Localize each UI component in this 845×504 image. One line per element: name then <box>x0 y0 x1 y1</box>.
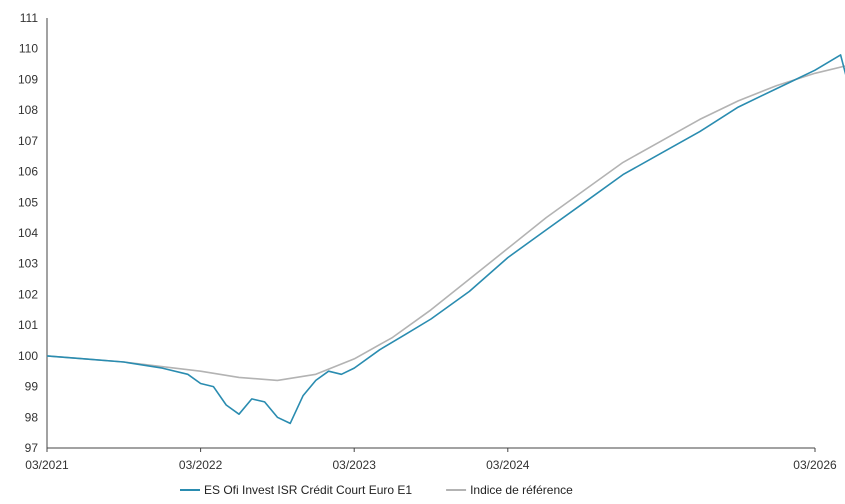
y-tick-label: 97 <box>25 441 39 455</box>
y-tick-label: 99 <box>25 380 39 394</box>
x-axis: 03/2021 03/2022 03/2023 03/2024 03/2026 <box>25 447 837 472</box>
y-tick-label: 103 <box>18 257 38 271</box>
y-tick-label: 98 <box>25 410 39 424</box>
x-tick-label: 03/2024 <box>486 458 530 472</box>
x-tick-label: 03/2021 <box>25 458 69 472</box>
y-tick-label: 111 <box>20 11 39 25</box>
y-tick-label: 102 <box>18 287 38 301</box>
series-line <box>46 54 845 425</box>
legend-label: Indice de référence <box>470 483 573 497</box>
y-tick-label: 108 <box>18 103 38 117</box>
y-tick-label: 101 <box>18 318 38 332</box>
y-tick-label: 110 <box>19 42 38 56</box>
y-tick-label: 105 <box>18 195 38 209</box>
series-layer <box>46 54 845 425</box>
x-tick-label: 03/2026 <box>793 458 837 472</box>
y-axis: 97 98 99 100 101 102 103 104 105 106 107 108 109 110 1… <box>18 11 48 455</box>
x-tick-label: 03/2023 <box>333 458 377 472</box>
y-tick-label: 100 <box>18 349 38 363</box>
y-tick-label: 106 <box>18 165 38 179</box>
y-tick-label: 109 <box>18 72 38 86</box>
y-tick-label: 104 <box>18 226 38 240</box>
x-tick-label: 03/2022 <box>179 458 223 472</box>
legend: ES Ofi Invest ISR Crédit Court Euro E1 In… <box>180 483 573 497</box>
series-line <box>46 65 845 382</box>
y-tick-label: 107 <box>18 134 38 148</box>
legend-label: ES Ofi Invest ISR Crédit Court Euro E1 <box>204 483 412 497</box>
